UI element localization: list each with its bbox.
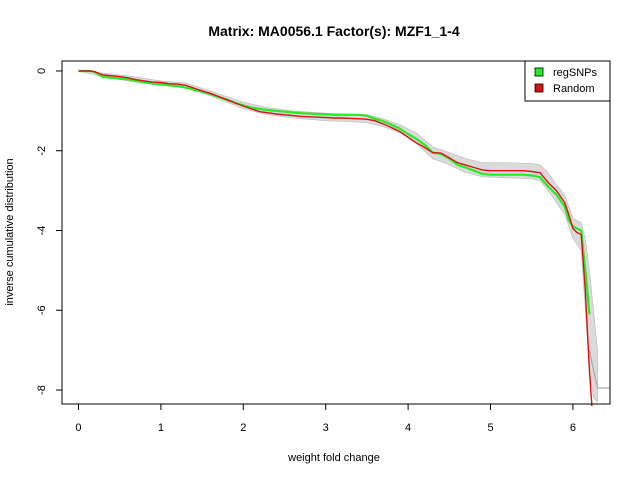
chart-title: Matrix: MA0056.1 Factor(s): MZF1_1-4 xyxy=(208,23,460,39)
series-line-regsnps xyxy=(78,69,591,315)
x-tick-label: 1 xyxy=(158,422,164,434)
x-tick-label: 3 xyxy=(323,422,329,434)
legend-swatch-regsnps xyxy=(534,67,544,77)
series-layer xyxy=(78,69,593,407)
plot-area xyxy=(61,60,611,407)
y-axis: 0 -2 -4 -6 -8 xyxy=(36,68,63,395)
legend-label-random: Random xyxy=(553,83,595,95)
x-axis-label: weight fold change xyxy=(287,452,380,464)
y-tick-label: -6 xyxy=(36,305,48,315)
y-axis-label: inverse cumulative distribution xyxy=(4,158,16,305)
x-tick-label: 6 xyxy=(570,422,576,434)
y-tick-label: -2 xyxy=(36,146,48,156)
x-tick-label: 2 xyxy=(240,422,246,434)
legend-swatch-random xyxy=(534,83,544,93)
y-tick-label: -4 xyxy=(36,226,48,236)
series-line-random xyxy=(78,70,593,407)
x-tick-label: 4 xyxy=(405,422,411,434)
legend-label-regsnps: regSNPs xyxy=(553,67,598,79)
x-tick-label: 5 xyxy=(487,422,493,434)
legend: regSNPs Random xyxy=(524,60,611,102)
y-tick-label: 0 xyxy=(36,68,48,74)
random-envelope-tail xyxy=(588,350,610,389)
y-tick-label: -8 xyxy=(36,385,48,395)
x-axis: 0 1 2 3 4 5 6 xyxy=(75,403,576,434)
x-tick-label: 0 xyxy=(75,422,81,434)
